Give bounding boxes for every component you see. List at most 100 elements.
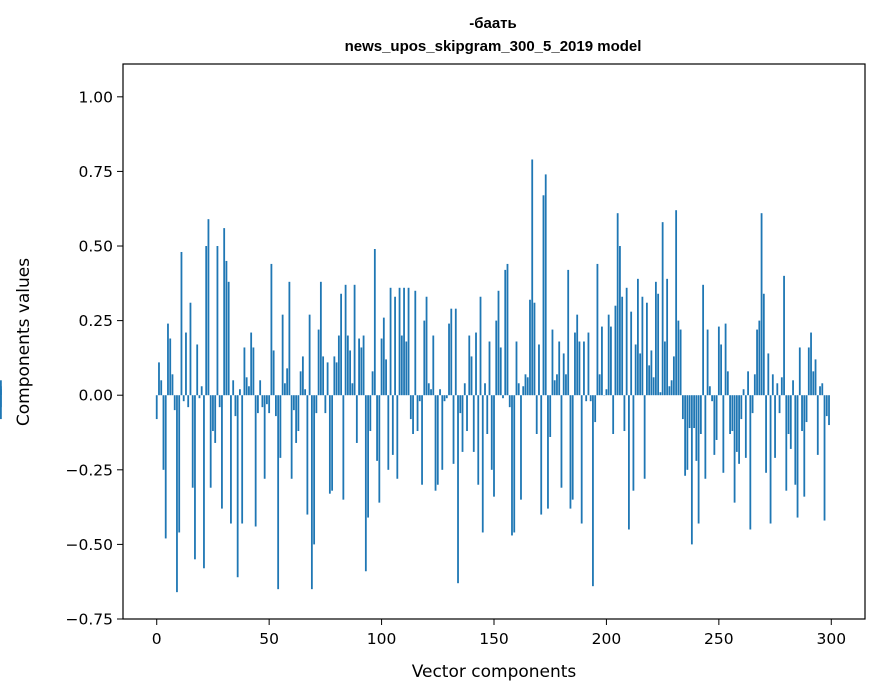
bar-106 (394, 296, 396, 396)
bar-117 (418, 395, 421, 402)
bar-120 (425, 296, 428, 396)
bar-186 (574, 332, 576, 396)
bar-1 (158, 362, 160, 396)
bar-287 (801, 395, 803, 432)
bar-259 (738, 395, 740, 464)
bar-214 (637, 278, 639, 396)
bar-192 (587, 332, 590, 396)
bar-21 (203, 395, 205, 569)
bar-264 (749, 395, 752, 530)
bar-130 (448, 323, 450, 396)
bar-254 (726, 371, 729, 396)
bar-110 (403, 287, 405, 396)
bar-81 (337, 335, 340, 396)
bar-141 (472, 395, 475, 452)
bar-244 (704, 395, 707, 479)
y-tick-label: 0.25 (78, 312, 113, 330)
bar-87 (351, 383, 354, 396)
bar-207 (621, 296, 624, 396)
y-tick-label: 0.75 (78, 163, 113, 181)
bar-190 (583, 341, 585, 396)
bar-36 (236, 395, 239, 578)
bar-265 (751, 395, 754, 414)
bar-7 (171, 374, 174, 396)
bar-6 (169, 338, 172, 396)
bar-138 (466, 395, 468, 432)
bar-168 (533, 302, 536, 396)
bar-182 (565, 374, 567, 396)
bar-268 (758, 320, 761, 396)
bar-72 (317, 329, 320, 396)
y-tick-label: −0.25 (66, 461, 114, 479)
bar-12 (182, 395, 185, 402)
bar-176 (551, 329, 554, 396)
bar-47 (261, 395, 264, 408)
bar-161 (517, 383, 520, 396)
bar-67 (306, 395, 309, 515)
bar-55 (279, 395, 282, 458)
bar-109 (400, 335, 403, 396)
bar-260 (740, 395, 743, 420)
bar-118 (421, 395, 423, 485)
bar-286 (798, 347, 801, 396)
bar-42 (250, 332, 253, 396)
bar-58 (286, 368, 289, 396)
bar-198 (601, 326, 603, 396)
bar-212 (632, 395, 635, 491)
bar-276 (776, 383, 779, 396)
bar-191 (585, 395, 588, 402)
bar-10 (178, 395, 181, 533)
x-tick-label: 0 (152, 630, 162, 648)
bar-274 (771, 374, 774, 396)
bar-137 (463, 383, 466, 396)
bar-105 (391, 395, 394, 455)
bar-291 (810, 332, 812, 396)
bar-9 (176, 395, 178, 593)
bar-194 (592, 395, 594, 587)
bar-247 (711, 395, 713, 402)
bar-256 (731, 395, 734, 432)
bar-78 (331, 395, 334, 491)
bar-249 (715, 395, 718, 440)
bar-245 (706, 329, 709, 396)
bar-73 (319, 281, 322, 396)
bar-37 (239, 389, 241, 396)
bar-177 (553, 380, 556, 396)
bar-69 (310, 395, 313, 590)
bar-91 (360, 347, 363, 396)
bar-272 (767, 353, 770, 396)
bar-239 (693, 395, 696, 429)
bar-257 (733, 395, 736, 503)
bar-188 (578, 341, 581, 396)
bar-28 (218, 395, 221, 408)
bar-38 (241, 395, 244, 524)
bar-151 (495, 320, 498, 396)
bar-205 (616, 213, 619, 396)
bar-167 (531, 159, 534, 396)
bar-22 (205, 246, 208, 396)
bar-35 (234, 395, 237, 417)
bar-32 (227, 281, 230, 396)
bar-136 (461, 395, 464, 452)
y-tick-label: −0.75 (66, 611, 114, 629)
bar-26 (214, 395, 217, 443)
bar-16 (191, 395, 194, 488)
bar-70 (313, 395, 316, 545)
bar-102 (385, 359, 387, 396)
bar-146 (484, 383, 486, 396)
bar-83 (342, 395, 345, 500)
bar-164 (524, 374, 527, 396)
bar-180 (560, 395, 563, 488)
bar-96 (371, 371, 374, 396)
bar-225 (661, 222, 664, 396)
bar-228 (668, 386, 671, 396)
bar-292 (812, 371, 815, 396)
bar-273 (769, 395, 772, 524)
bar-56 (281, 314, 284, 396)
bar-266 (753, 374, 756, 396)
bar-132 (452, 395, 455, 464)
bar-97 (373, 249, 376, 396)
bar-84 (344, 284, 347, 396)
bar-213 (634, 344, 637, 396)
bar-283 (792, 380, 794, 396)
